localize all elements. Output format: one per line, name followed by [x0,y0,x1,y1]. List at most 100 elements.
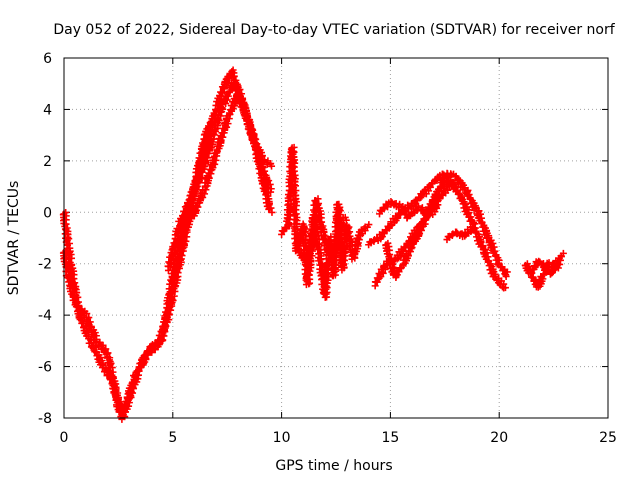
data-point [265,204,273,212]
data-point [268,208,276,216]
series-arc-4 [180,90,275,231]
data-point [83,325,91,333]
data-point [379,269,387,277]
data-point [478,242,486,250]
data-point [354,231,362,239]
x-tick-label: 5 [168,430,177,446]
data-point [530,277,538,285]
data-point [181,227,189,235]
data-point [312,200,320,208]
data-point [170,239,178,247]
data-point [406,212,414,220]
data-point [169,296,177,304]
series-arc-13 [528,257,562,278]
data-point [121,402,129,410]
data-point [168,286,176,294]
y-tick-label: 6 [43,51,52,67]
y-tick-label: -2 [38,257,52,273]
data-point [113,399,121,407]
data-point [68,254,76,262]
series-arc-11 [443,223,476,244]
data-point [169,283,177,291]
data-point [314,245,322,253]
data-point [307,243,315,251]
data-point [483,234,491,242]
data-points [59,66,567,423]
data-point [318,224,326,232]
data-point [559,249,567,257]
data-point [132,370,140,378]
data-point [209,129,217,137]
data-point [313,241,321,249]
data-point [489,239,497,247]
data-point [78,319,86,327]
data-point [453,228,461,236]
data-point [307,229,315,237]
series-arc-6 [295,195,350,269]
data-point [395,268,403,276]
data-point [217,88,225,96]
data-point [107,359,115,367]
data-point [465,191,473,199]
x-tick-label: 0 [60,430,69,446]
data-point [252,135,260,143]
data-point [401,210,409,218]
data-point [331,247,339,255]
data-point [266,160,274,168]
chart-title: Day 052 of 2022, Sidereal Day-to-day VTE… [53,22,615,38]
data-point [467,223,475,231]
data-point [290,173,298,181]
y-axis-label: SDTVAR / TECUs [6,181,22,296]
data-point [71,284,79,292]
data-point [490,273,498,281]
data-point [399,247,407,255]
data-point [253,149,261,157]
data-point [483,249,491,257]
data-point [458,196,466,204]
data-point [161,318,169,326]
data-point [360,225,368,233]
data-point [350,249,358,257]
data-point [211,160,219,168]
plot-frame [63,57,609,419]
x-tick-label: 10 [273,430,291,446]
data-point [65,261,73,269]
data-point [365,221,373,229]
data-point [340,220,348,228]
data-point [497,263,505,271]
data-point [133,367,141,375]
data-point [224,120,232,128]
y-tick-label: -8 [38,411,52,427]
y-tick-label: 2 [43,154,52,170]
data-point [543,266,551,274]
y-tick-label: -4 [38,308,52,324]
data-point [123,393,131,401]
data-point [501,284,509,292]
data-point [478,220,486,228]
data-point [373,274,381,282]
data-point [448,231,456,239]
data-point [209,140,217,148]
data-point [218,89,226,97]
data-point [444,233,452,241]
data-point [435,194,443,202]
y-tick-label: 4 [43,102,52,118]
x-tick-label: 20 [490,430,508,446]
data-point [265,177,273,185]
data-point [324,259,332,267]
x-tick-label: 15 [381,430,399,446]
data-point [476,210,484,218]
data-point [432,203,440,211]
y-tick-label: 0 [43,205,52,221]
x-tick-label: 25 [599,430,617,446]
data-point [122,398,130,406]
data-point [552,257,560,265]
series-arc-5 [278,143,373,301]
data-point [502,272,510,280]
data-point [292,216,300,224]
data-point [198,151,206,159]
data-point [63,274,71,282]
data-point [313,204,321,212]
data-point [341,213,349,221]
